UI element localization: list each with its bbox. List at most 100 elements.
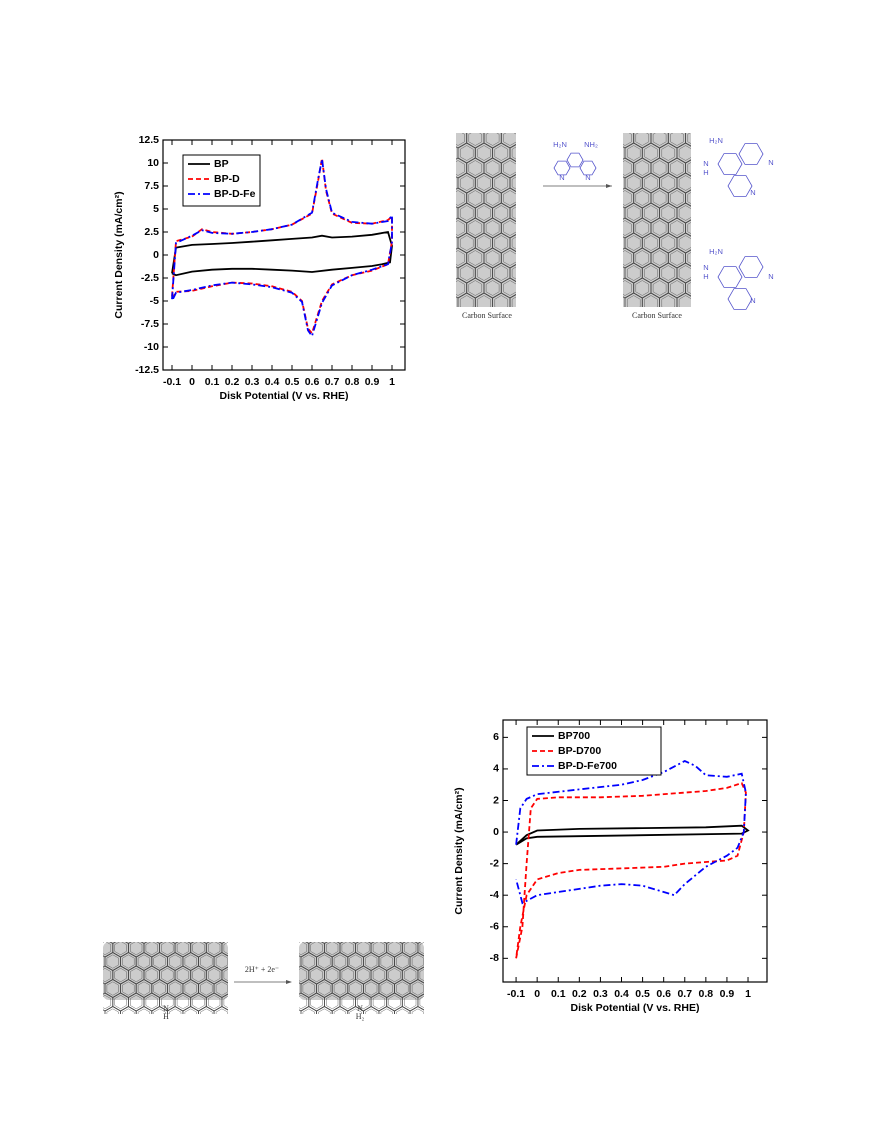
- x-tick-label: -0.1: [507, 988, 525, 1000]
- hexagon-inner: [678, 205, 691, 221]
- hexagon-inner: [200, 1008, 213, 1014]
- hexagon-inner: [428, 982, 440, 996]
- series-line: [515, 824, 750, 846]
- x-tick-label: 0.5: [285, 376, 300, 388]
- atom-label: H: [163, 1012, 169, 1021]
- hexagon-inner: [460, 145, 474, 161]
- hexagon-inner: [215, 981, 228, 996]
- ring: [738, 143, 764, 165]
- hexagon-inner: [456, 220, 465, 236]
- hexagon-inner: [341, 942, 354, 956]
- hexagon-inner: [503, 250, 516, 266]
- hexagon-inner: [687, 192, 691, 204]
- hexagon-inner: [477, 205, 491, 221]
- hexagon-inner: [670, 160, 684, 176]
- hexagon-inner: [521, 251, 534, 266]
- hexagon-inner: [169, 954, 182, 969]
- atom-label: NH₂: [584, 140, 598, 149]
- y-tick-label: -7.5: [141, 318, 159, 330]
- hexagon-inner: [122, 981, 135, 996]
- hexagon-inner: [326, 968, 339, 983]
- hexagon-inner: [521, 281, 534, 296]
- hexagon-inner: [503, 160, 516, 176]
- hexagon-inner: [456, 160, 465, 176]
- hexagon-inner: [485, 220, 500, 236]
- atom-label: H₂N: [709, 136, 723, 145]
- reagent-label: 2H⁺ + 2e⁻: [245, 965, 279, 974]
- hexagon: [221, 993, 228, 1011]
- hexagon-inner: [503, 190, 516, 206]
- legend-label: BP-D-Fe700: [558, 760, 617, 772]
- hexagon-inner: [627, 205, 641, 221]
- hexagon-inner: [635, 133, 649, 146]
- hexagon-inner: [106, 954, 119, 969]
- y-tick-label: -12.5: [135, 364, 159, 376]
- hexagon-inner: [678, 295, 691, 307]
- hexagon-inner: [161, 995, 174, 1010]
- x-tick-label: 0.9: [365, 376, 380, 388]
- hexagon-inner: [208, 995, 221, 1010]
- hexagon: [694, 203, 711, 223]
- hexagon-inner: [644, 205, 658, 221]
- hexagon-inner: [623, 160, 632, 176]
- hexagon-inner: [477, 265, 491, 281]
- hexagon: [509, 174, 516, 192]
- hexagon-inner: [357, 995, 370, 1010]
- hexagon-inner: [623, 220, 632, 236]
- hexagon-inner: [106, 1008, 119, 1014]
- hexagon: [198, 1006, 215, 1014]
- hexagon: [166, 1006, 184, 1014]
- hexagon-inner: [485, 160, 500, 176]
- series-line: [515, 781, 747, 959]
- x-tick-label: 1: [389, 376, 395, 388]
- x-tick-label: 0.6: [305, 376, 320, 388]
- hexagon-inner: [326, 942, 339, 956]
- hexagon-inner: [302, 981, 315, 996]
- hexagon-inner: [103, 942, 112, 956]
- hexagon-inner: [644, 175, 658, 191]
- hexagon: [300, 1006, 318, 1014]
- hexagon: [221, 942, 228, 957]
- hexagon: [509, 294, 516, 307]
- hexagon-inner: [372, 968, 385, 983]
- ring: [717, 266, 743, 288]
- hexagon-inner: [176, 995, 190, 1010]
- hexagon-inner: [114, 968, 127, 983]
- x-tick-label: 0.2: [225, 376, 240, 388]
- hexagon-inner: [349, 1008, 362, 1014]
- hexagon-inner: [485, 250, 500, 266]
- hexagon-inner: [503, 220, 516, 236]
- hexagon-inner: [411, 1008, 424, 1014]
- hexagon-inner: [644, 145, 658, 161]
- hexagon-inner: [678, 235, 691, 251]
- hexagon-inner: [678, 145, 691, 161]
- hexagon-inner: [161, 942, 174, 956]
- hexagon-inner: [388, 995, 401, 1010]
- scheme-1: Carbon Surface Carbon Surface H₂N NH₂ N …: [456, 133, 774, 320]
- hexagon-inner: [468, 250, 482, 266]
- hexagon-inner: [103, 968, 112, 983]
- hexagon-inner: [460, 235, 474, 251]
- hexagon-inner: [627, 265, 641, 281]
- hexagon: [182, 1006, 199, 1014]
- hexagon-inner: [184, 954, 197, 969]
- hexagon-inner: [365, 981, 378, 996]
- hexagon-inner: [477, 235, 491, 251]
- atom-label: H: [703, 168, 708, 177]
- hexagon-inner: [661, 175, 675, 191]
- hexagon-inner: [145, 942, 158, 956]
- hexagon-inner: [333, 981, 346, 996]
- hexagon-inner: [299, 968, 307, 983]
- hexagon-inner: [396, 954, 409, 969]
- ring: [727, 175, 753, 197]
- hexagon-inner: [380, 981, 393, 996]
- hexagon-inner: [477, 175, 491, 191]
- hexagon-inner: [635, 280, 649, 296]
- hexagon-inner: [114, 942, 127, 956]
- atom-label: N: [559, 173, 564, 182]
- series-line: [515, 759, 747, 905]
- hexagon-inner: [652, 190, 667, 206]
- y-tick-label: -2.5: [141, 272, 159, 284]
- hexagon-inner: [687, 282, 691, 294]
- y-tick-label: 7.5: [144, 180, 159, 192]
